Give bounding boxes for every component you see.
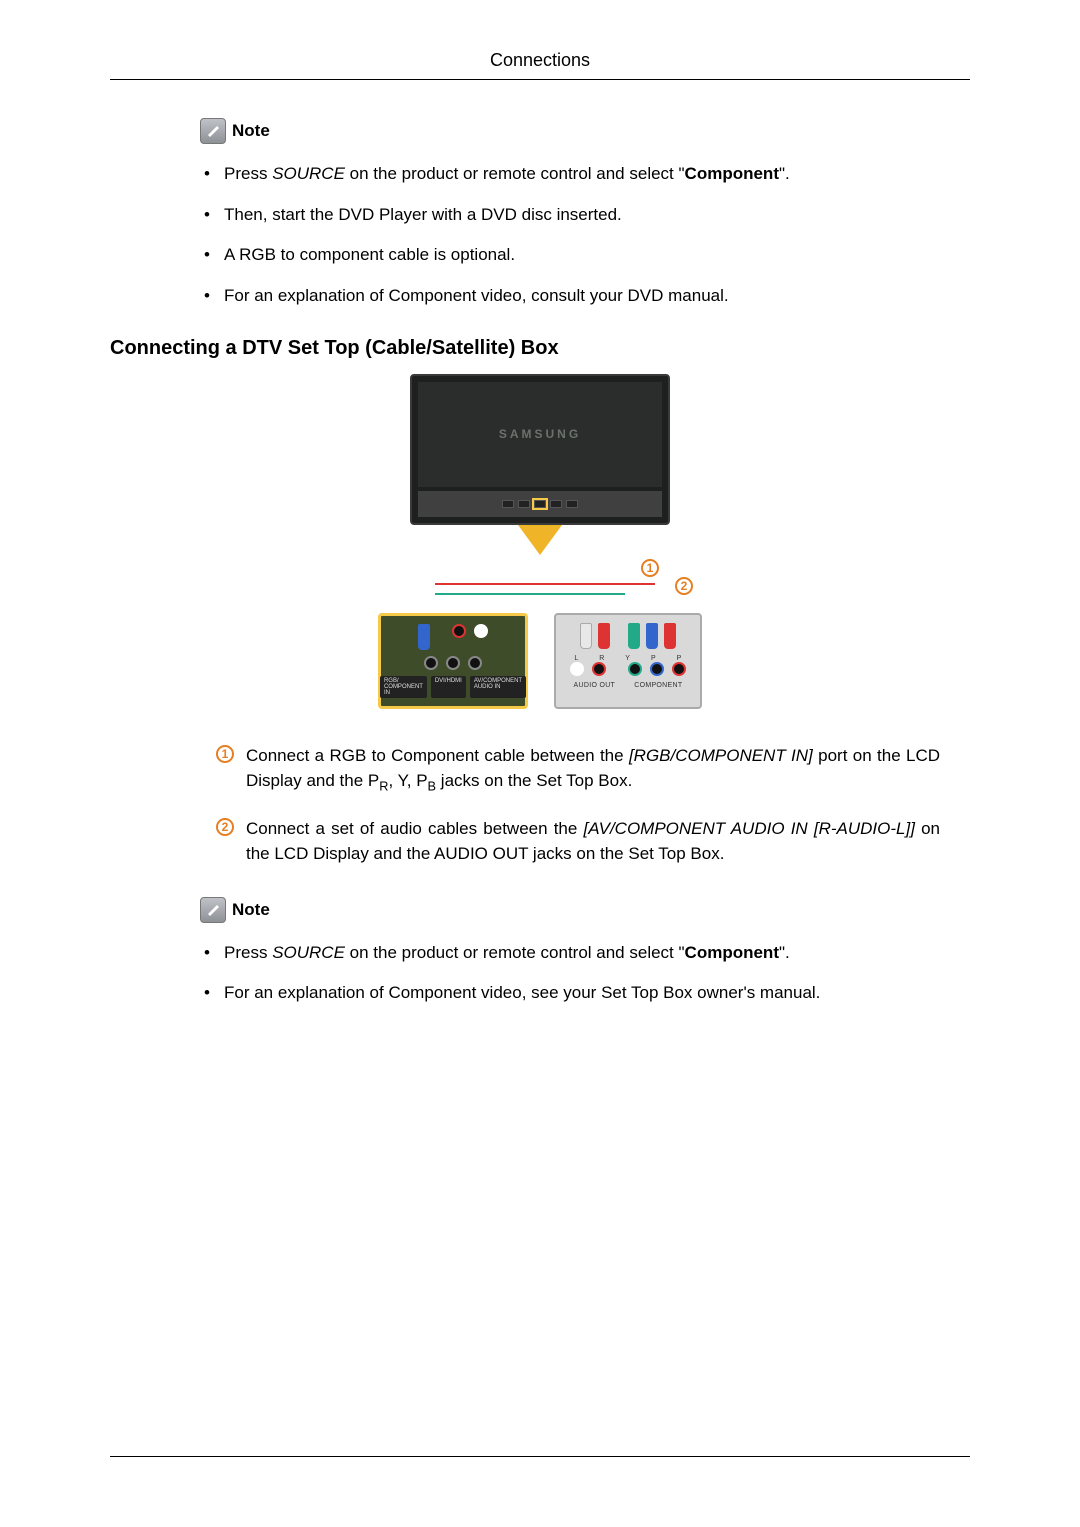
note1-list: Press SOURCE on the product or remote co… <box>200 162 970 309</box>
note1-item-2: A RGB to component cable is optional. <box>200 243 970 268</box>
step-1: 1 Connect a RGB to Component cable betwe… <box>216 743 940 796</box>
callout-2: 2 <box>675 577 693 595</box>
step-2: 2 Connect a set of audio cables between … <box>216 816 940 867</box>
callout-1: 1 <box>641 559 659 577</box>
note2-item-0: Press SOURCE on the product or remote co… <box>200 941 970 966</box>
note1-item-3: For an explanation of Component video, c… <box>200 284 970 309</box>
step-1-text: Connect a RGB to Component cable between… <box>246 743 940 796</box>
cable-wires: 1 2 <box>345 563 735 613</box>
settop-panel: L R Y P P AUDIO OU <box>554 613 702 709</box>
tv-illustration: SAMSUNG <box>410 374 670 525</box>
note2-item-1: For an explanation of Component video, s… <box>200 981 970 1006</box>
lcd-panel: RGB/COMPONENT IN DVI/HDMI AV/COMPONENTAU… <box>378 613 528 709</box>
footer-rule <box>110 1456 970 1457</box>
arrow-down-icon <box>518 525 562 555</box>
step-number-1: 1 <box>216 745 234 763</box>
note2-list: Press SOURCE on the product or remote co… <box>200 941 970 1006</box>
tv-screen: SAMSUNG <box>418 382 662 487</box>
step-2-text: Connect a set of audio cables between th… <box>246 816 940 867</box>
note-icon <box>200 118 226 144</box>
step-number-2: 2 <box>216 818 234 836</box>
section-heading: Connecting a DTV Set Top (Cable/Satellit… <box>110 337 970 360</box>
page: Connections Note Press SOURCE on the pro… <box>0 0 1080 1527</box>
note-label: Note <box>232 900 270 920</box>
steps-list: 1 Connect a RGB to Component cable betwe… <box>216 743 940 867</box>
note-icon <box>200 897 226 923</box>
tv-port-strip <box>418 491 662 517</box>
page-header: Connections <box>110 50 970 80</box>
note-heading: Note <box>200 897 970 923</box>
highlighted-port <box>534 500 546 508</box>
connection-diagram: SAMSUNG 1 2 <box>110 374 970 709</box>
note-label: Note <box>232 121 270 141</box>
note1-item-0: Press SOURCE on the product or remote co… <box>200 162 970 187</box>
note-block-2: Note Press SOURCE on the product or remo… <box>200 897 970 1006</box>
note-heading: Note <box>200 118 970 144</box>
note1-item-1: Then, start the DVD Player with a DVD di… <box>200 203 970 228</box>
header-title: Connections <box>490 50 590 70</box>
note-block-1: Note Press SOURCE on the product or remo… <box>200 118 970 309</box>
